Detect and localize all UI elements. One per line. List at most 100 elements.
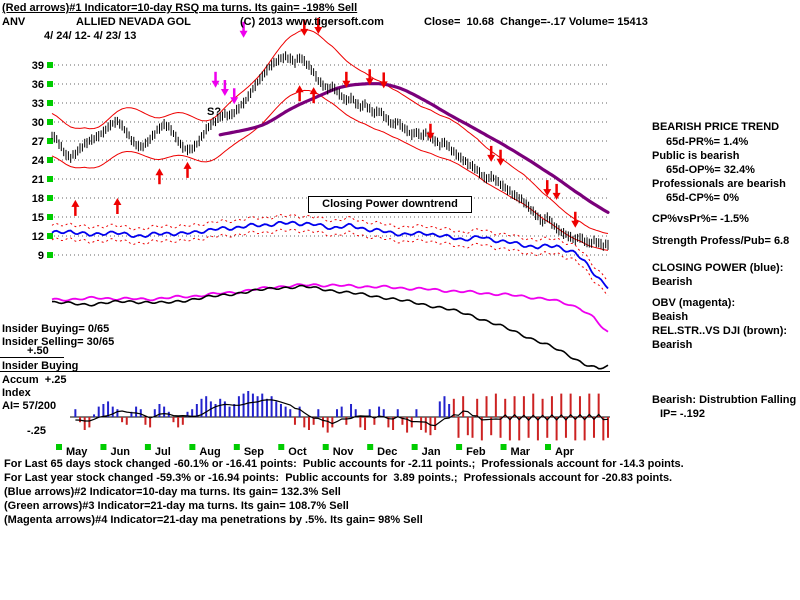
- obv-heading: OBV (magenta):: [652, 297, 736, 309]
- indicator3-caption: (Green arrows)#3 Indicator=21-day ma tur…: [4, 500, 349, 512]
- pr-pct-value: 65d-PR%= 1.4%: [666, 136, 749, 148]
- y-axis-label: 15: [32, 212, 44, 224]
- axis-tick-marker: [47, 214, 53, 220]
- axis-tick-marker: [411, 444, 418, 450]
- company-name: ALLIED NEVADA GOL: [76, 16, 191, 28]
- x-axis-label: Aug: [199, 446, 220, 458]
- divider-line-long: [0, 371, 610, 372]
- x-axis-label: Oct: [288, 446, 307, 458]
- copyright-text: (C) 2013 www.tigersoft.com: [240, 16, 384, 28]
- ai-value-label: AI= 57/200: [2, 400, 57, 412]
- closing-power-downtrend-box: Closing Power downtrend: [308, 196, 472, 213]
- y-axis-label: 36: [32, 79, 44, 91]
- time-axis: May Jun Jul Aug Sep Oct Nov Dec Jan Feb Mar Apr: [56, 444, 575, 458]
- long-ma-line: [218, 81, 610, 214]
- x-axis-label: Mar: [511, 446, 531, 458]
- axis-tick-marker: [47, 252, 53, 258]
- closing-power-heading: CLOSING POWER (blue):: [652, 262, 784, 274]
- indicator1-caption: (Red arrows)#1 Indicator=10-day RSQ ma t…: [2, 2, 358, 14]
- axis-tick-marker: [233, 444, 240, 450]
- axis-tick-marker: [47, 233, 53, 239]
- obv-line: [51, 283, 609, 333]
- rel-str-status: Bearish: [652, 339, 693, 351]
- red-sell-arrows: [300, 17, 580, 228]
- axis-tick-marker: [47, 100, 53, 106]
- axis-tick-marker: [278, 444, 285, 450]
- insider-buying-label: Insider Buying= 0/65: [2, 323, 110, 335]
- y-axis-label: 21: [32, 174, 44, 186]
- y-axis-label: 33: [32, 98, 44, 110]
- axis-tick-marker: [47, 119, 53, 125]
- x-axis-label: Jan: [422, 446, 441, 458]
- accum-histogram: [70, 391, 610, 441]
- axis-tick-marker: [47, 157, 53, 163]
- x-axis-label: Apr: [555, 446, 575, 458]
- axis-tick-marker: [47, 195, 53, 201]
- axis-tick-marker: [545, 444, 551, 450]
- axis-tick-marker: [367, 444, 374, 450]
- x-axis-label: Dec: [377, 446, 397, 458]
- relative-strength-line: [51, 284, 609, 370]
- price-axis: 39 36 33 30 27 24 21 18 15 12 9: [32, 60, 53, 262]
- y-axis-label: 27: [32, 136, 44, 148]
- y-axis-label: 12: [32, 231, 44, 243]
- strength-ratio-value: Strength Profess/Pub= 6.8: [652, 235, 790, 247]
- x-axis-label: Nov: [333, 446, 355, 458]
- y-axis-label: 30: [32, 117, 44, 129]
- obv-status: Beaish: [652, 311, 689, 323]
- ip-value: IP= -.192: [660, 408, 705, 420]
- axis-tick-marker: [144, 444, 151, 450]
- y-axis-label: 9: [38, 250, 44, 262]
- axis-tick-marker: [456, 444, 463, 450]
- y-axis-label: 24: [32, 155, 45, 167]
- public-sentiment: Public is bearish: [652, 150, 740, 162]
- x-axis-label: May: [66, 446, 88, 458]
- x-axis-label: Feb: [466, 446, 486, 458]
- price-bars: [51, 51, 609, 251]
- indicator4-caption: (Magenta arrows)#4 Indicator=21-day ma p…: [4, 514, 423, 526]
- cp-vs-pr-value: CP%vsPr%= -1.5%: [652, 213, 749, 225]
- date-range: 4/ 24/ 12- 4/ 23/ 13: [44, 30, 137, 42]
- x-axis-label: Jul: [155, 446, 171, 458]
- insider-buying-pane-label: Insider Buying: [2, 360, 79, 372]
- accum-smoothed-line: [75, 399, 609, 427]
- axis-tick-marker: [47, 176, 53, 182]
- professional-sentiment: Professionals are bearish: [652, 178, 786, 190]
- quote-stats: Close= 10.68 Change=-.17 Volume= 15413: [424, 16, 648, 28]
- axis-tick-marker: [47, 81, 53, 87]
- price-trend-heading: BEARISH PRICE TREND: [652, 121, 780, 133]
- accum-label: Accum +.25: [2, 374, 67, 386]
- axis-tick-marker: [189, 444, 196, 450]
- distribution-status: Bearish: Distrubtion Falling: [652, 394, 797, 406]
- index-label: Index: [2, 387, 31, 399]
- insider-selling-label: Insider Selling= 30/65: [2, 336, 115, 348]
- magenta-sell-arrows: [211, 21, 248, 105]
- ticker-symbol: ANV: [2, 16, 26, 28]
- footer-year-summary: For Last year stock changed -59.3% or -1…: [4, 472, 673, 484]
- closing-power-line: [51, 220, 609, 290]
- axis-tick-marker: [322, 444, 329, 450]
- y-axis-label: 18: [32, 193, 44, 205]
- closing-power-bands: [51, 213, 609, 297]
- accum-scale-minus: -.25: [27, 425, 46, 437]
- x-axis-label: Sep: [244, 446, 264, 458]
- axis-tick-marker: [47, 138, 53, 144]
- y-axis-label: 39: [32, 60, 44, 72]
- rel-str-heading: REL.STR..VS DJI (brown):: [652, 325, 788, 337]
- op-pct-value: 65d-OP%= 32.4%: [666, 164, 755, 176]
- axis-tick-marker: [500, 444, 507, 450]
- cp-pct-value: 65d-CP%= 0%: [666, 192, 740, 204]
- accum-scale-plus: +.50: [27, 345, 49, 357]
- axis-tick-marker: [100, 444, 107, 450]
- divider-line-short: [0, 357, 64, 358]
- red-buy-arrows: [71, 85, 318, 216]
- sell-mark-label: S?: [207, 106, 222, 118]
- axis-tick-marker: [47, 62, 53, 68]
- closing-power-status: Bearish: [652, 276, 693, 288]
- axis-tick-marker: [56, 444, 62, 450]
- indicator2-caption: (Blue arrows)#2 Indicator=10-day ma turn…: [4, 486, 341, 498]
- footer-65day-summary: For Last 65 days stock changed -60.1% or…: [4, 458, 684, 470]
- price-envelope-bands: [51, 29, 609, 251]
- x-axis-label: Jun: [110, 446, 130, 458]
